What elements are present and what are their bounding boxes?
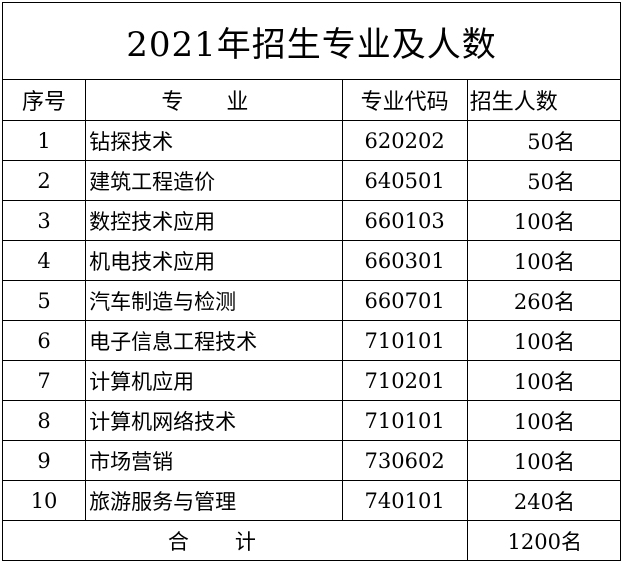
row-index: 6 <box>1 320 87 361</box>
header-row: 序号 专 业 专业代码 招生人数 <box>1 79 622 121</box>
row-major: 钻探技术 <box>85 120 343 161</box>
row-code: 660103 <box>341 200 468 241</box>
table-row: 1 钻探技术 620202 50名 <box>1 120 622 161</box>
total-label: 合计 <box>2 520 468 561</box>
row-major: 建筑工程造价 <box>85 160 343 201</box>
header-major: 专 业 <box>85 79 343 121</box>
header-index: 序号 <box>1 79 87 121</box>
table-row: 3 数控技术应用 660103 100名 <box>1 200 622 241</box>
row-code: 660701 <box>341 280 468 321</box>
total-count: 1200名 <box>466 520 622 561</box>
row-count: 100名 <box>466 240 622 281</box>
row-index: 8 <box>1 400 87 441</box>
row-count: 50名 <box>466 160 622 201</box>
table-row: 7 计算机应用 710201 100名 <box>1 360 622 401</box>
row-index: 9 <box>1 440 87 481</box>
table-row: 8 计算机网络技术 710101 100名 <box>1 400 622 441</box>
row-count: 100名 <box>466 360 622 401</box>
row-code: 730602 <box>341 440 468 481</box>
row-count: 100名 <box>466 440 622 481</box>
row-index: 10 <box>1 480 87 521</box>
row-major: 汽车制造与检测 <box>85 280 343 321</box>
row-count: 100名 <box>466 200 622 241</box>
row-major: 计算机应用 <box>85 360 343 401</box>
row-code: 710101 <box>341 320 468 361</box>
row-major: 电子信息工程技术 <box>85 320 343 361</box>
row-index: 4 <box>1 240 87 281</box>
row-count: 260名 <box>466 280 622 321</box>
row-count: 50名 <box>466 120 622 161</box>
table-row: 9 市场营销 730602 100名 <box>1 440 622 481</box>
row-major: 旅游服务与管理 <box>85 480 343 521</box>
row-major: 市场营销 <box>85 440 343 481</box>
row-code: 640501 <box>341 160 468 201</box>
row-code: 620202 <box>341 120 468 161</box>
sheet-title: 2021年招生专业及人数 <box>2 2 621 80</box>
row-index: 7 <box>1 360 87 401</box>
table-row: 10 旅游服务与管理 740101 240名 <box>1 480 622 521</box>
row-code: 740101 <box>341 480 468 521</box>
total-row: 合计 1200名 <box>2 520 622 561</box>
enrollment-table: 序号 专 业 专业代码 招生人数 1 钻探技术 620202 50名 2 建筑工… <box>1 79 622 561</box>
row-code: 710201 <box>341 360 468 401</box>
row-index: 5 <box>1 280 87 321</box>
table-row: 4 机电技术应用 660301 100名 <box>1 240 622 281</box>
row-count: 240名 <box>466 480 622 521</box>
row-code: 710101 <box>341 400 468 441</box>
row-index: 1 <box>1 120 87 161</box>
table-row: 2 建筑工程造价 640501 50名 <box>1 160 622 201</box>
row-count: 100名 <box>466 400 622 441</box>
header-count: 招生人数 <box>466 79 622 121</box>
row-code: 660301 <box>341 240 468 281</box>
row-index: 3 <box>1 200 87 241</box>
row-major: 机电技术应用 <box>85 240 343 281</box>
row-count: 100名 <box>466 320 622 361</box>
table-row: 5 汽车制造与检测 660701 260名 <box>1 280 622 321</box>
row-major: 数控技术应用 <box>85 200 343 241</box>
table-row: 6 电子信息工程技术 710101 100名 <box>1 320 622 361</box>
row-major: 计算机网络技术 <box>85 400 343 441</box>
row-index: 2 <box>1 160 87 201</box>
header-code: 专业代码 <box>341 79 468 121</box>
